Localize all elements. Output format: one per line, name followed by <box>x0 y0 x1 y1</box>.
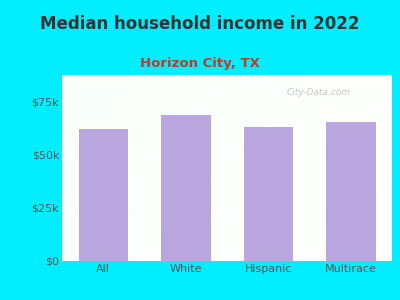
Bar <box>78 129 128 261</box>
Text: City-Data.com: City-Data.com <box>286 88 350 97</box>
Bar <box>326 122 376 261</box>
Bar <box>161 116 210 261</box>
Text: Median household income in 2022: Median household income in 2022 <box>40 15 360 33</box>
Bar <box>244 127 293 261</box>
Text: Horizon City, TX: Horizon City, TX <box>140 57 260 70</box>
